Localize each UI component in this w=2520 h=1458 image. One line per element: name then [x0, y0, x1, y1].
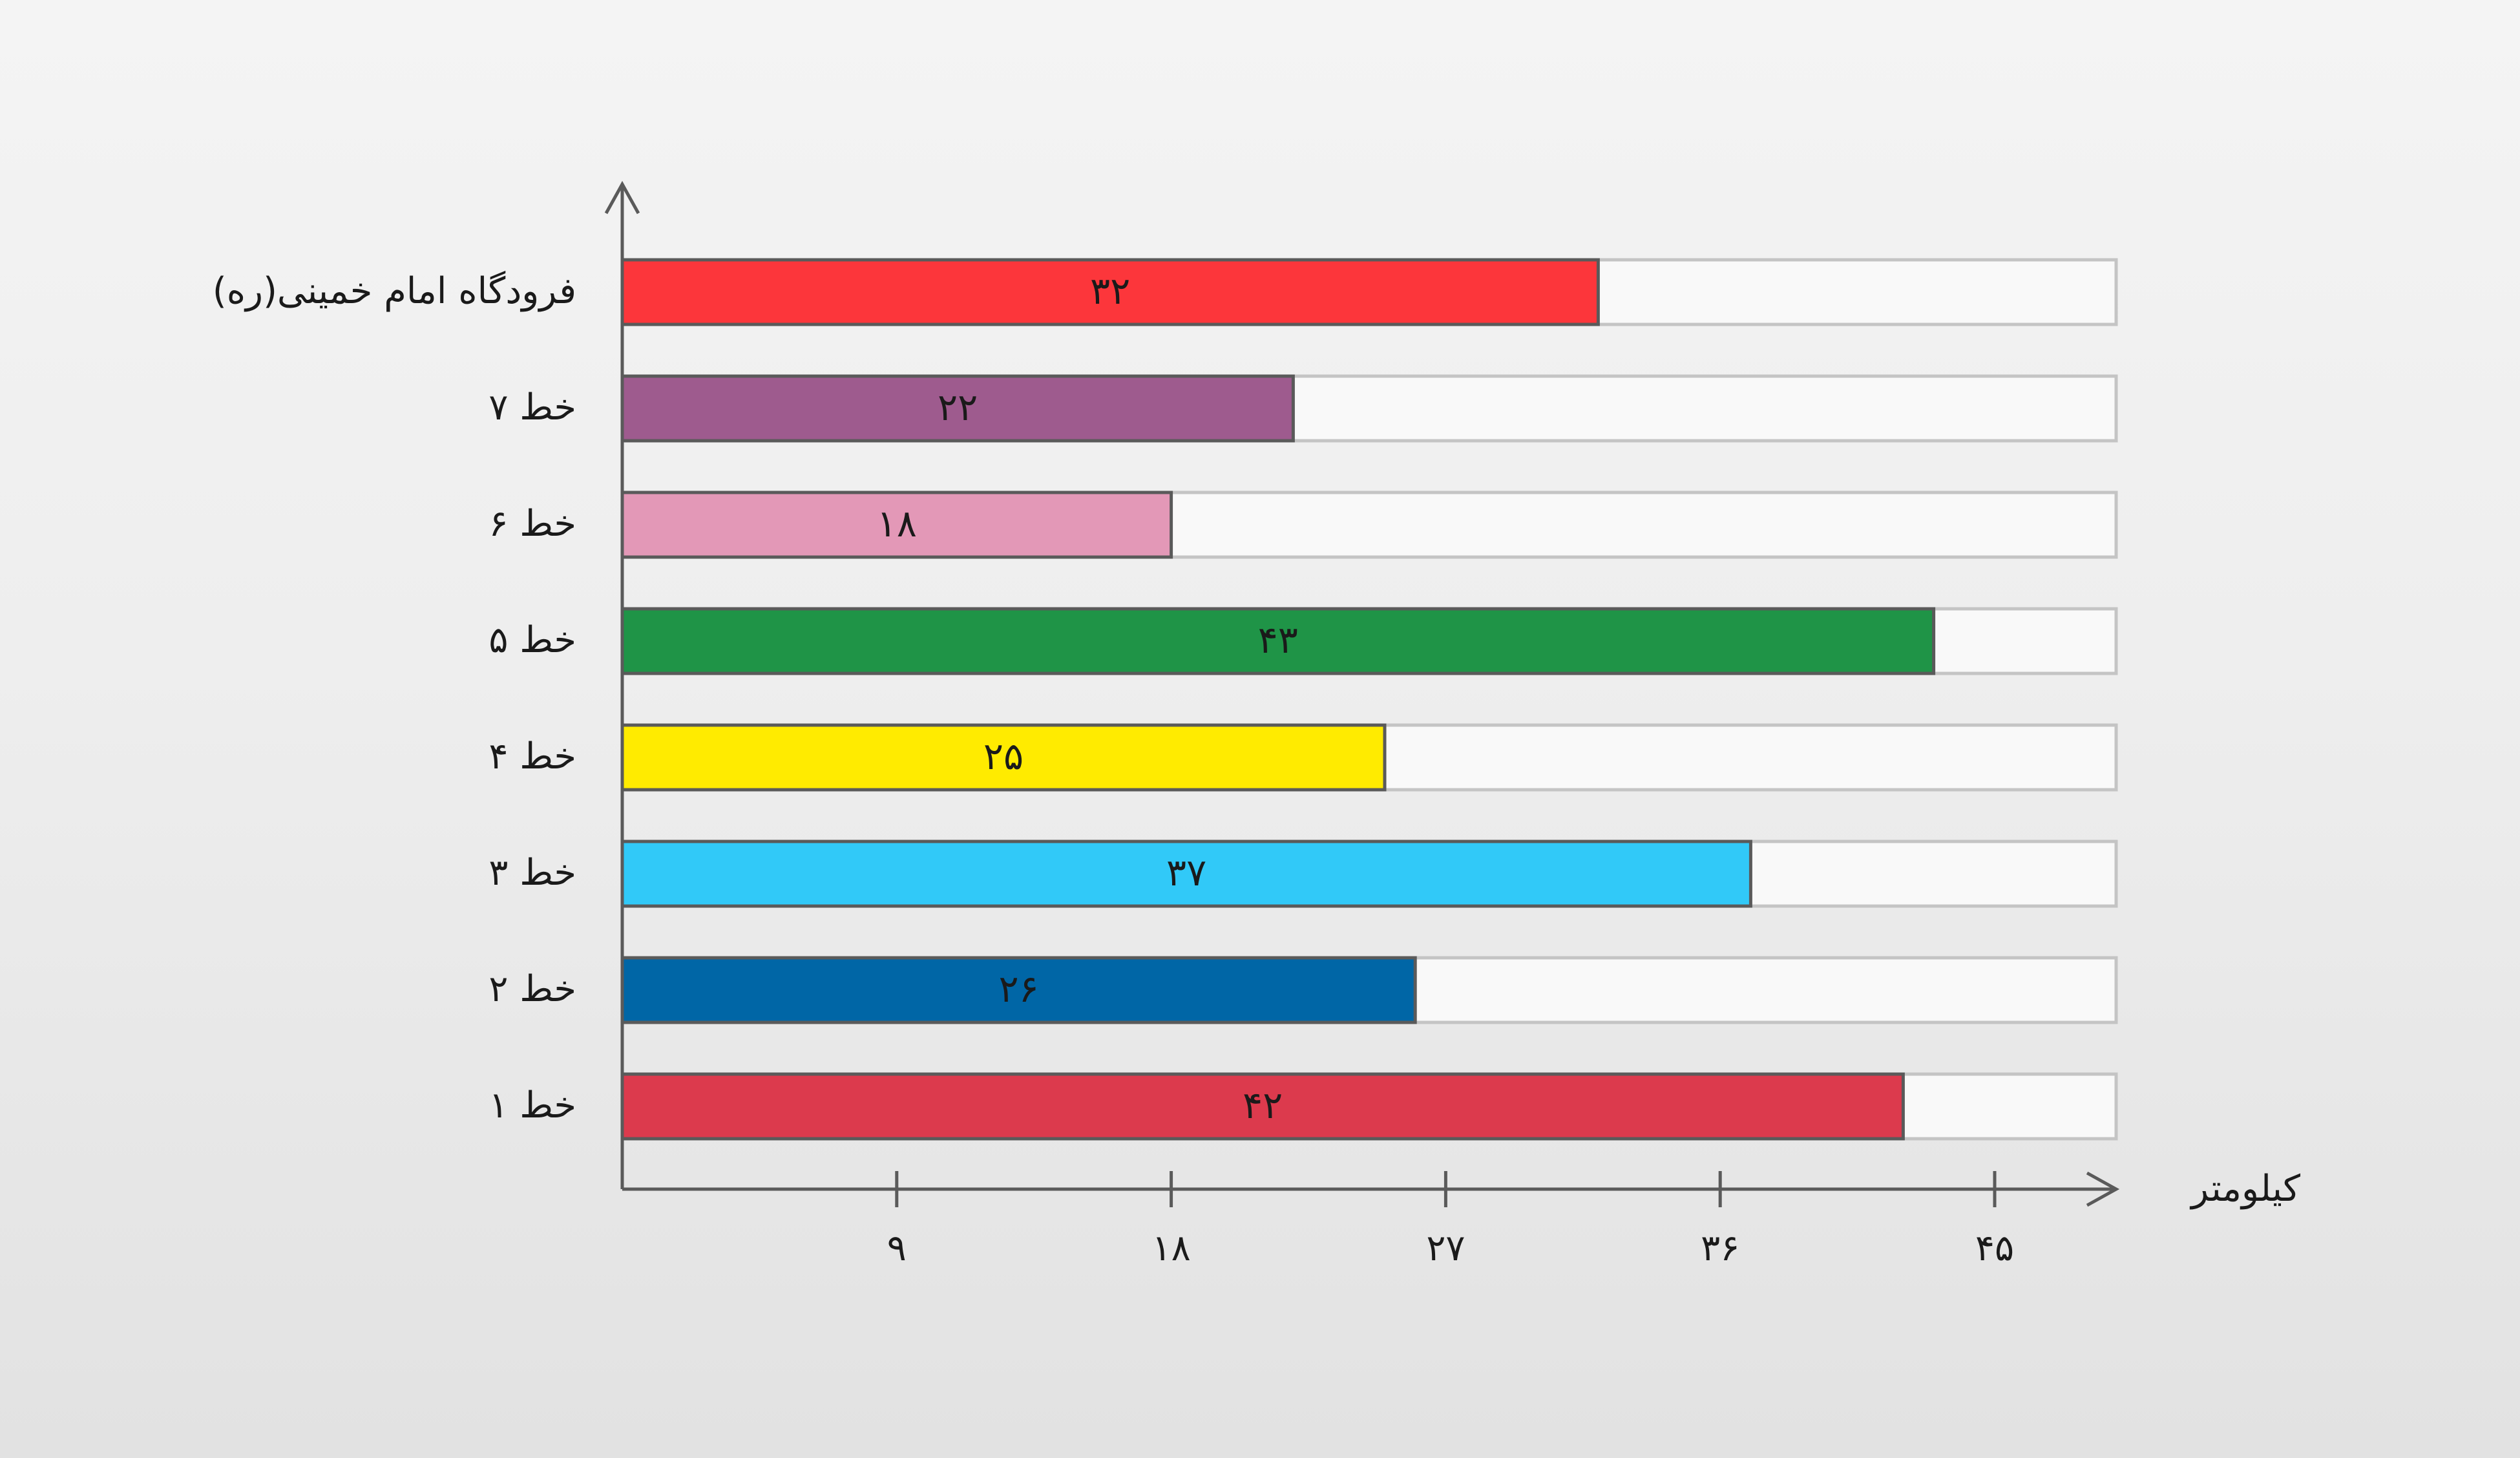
x-tick-label: ۱۸ — [1152, 1227, 1191, 1269]
bar — [620, 840, 1752, 908]
category-label: خط ۱ — [488, 1084, 576, 1126]
x-ticks: ۹ ۱۸ ۲۷ ۳۶ ۴۵ — [887, 1171, 2014, 1269]
y-axis-arrow — [604, 180, 640, 215]
bar-value-label: ۲۲ — [938, 385, 978, 429]
bar-value-label: ۲۵ — [983, 734, 1024, 778]
bar-value-label: ۳۲ — [1090, 269, 1130, 313]
category-label: خط ۳ — [488, 852, 576, 894]
x-axis-label: کیلومتر — [2189, 1168, 2300, 1210]
bar-value-label: ۴۳ — [1258, 618, 1298, 662]
category-labels: فرودگاه امام خمینی(ره) خط ۷ خط ۶ خط ۵ خط ۴ خط… — [213, 270, 576, 1126]
bar-value-label: ۲۶ — [998, 967, 1038, 1011]
category-label: خط ۷ — [488, 386, 576, 428]
category-label: فرودگاه امام خمینی(ره) — [213, 270, 576, 312]
x-tick-label: ۴۵ — [1975, 1227, 2014, 1269]
bar-value-label: ۱۸ — [877, 502, 917, 545]
bar — [620, 956, 1417, 1024]
x-tick-label: ۹ — [887, 1227, 907, 1269]
bar — [620, 607, 1936, 675]
x-tick-label: ۳۶ — [1701, 1227, 1739, 1269]
x-tick-label: ۲۷ — [1426, 1227, 1465, 1269]
category-label: خط ۴ — [488, 735, 576, 777]
category-label: خط ۵ — [488, 619, 576, 661]
bar-value-label: ۴۲ — [1243, 1083, 1283, 1127]
bar — [620, 491, 1173, 559]
category-label: خط ۶ — [488, 503, 576, 545]
bar-value-label: ۳۷ — [1166, 850, 1206, 894]
bar — [620, 723, 1387, 792]
x-axis-arrow — [2086, 1171, 2120, 1207]
category-label: خط ۲ — [488, 968, 576, 1010]
value-labels: ۳۲ ۲۲ ۱۸ ۴۳ ۲۵ ۳۷ ۲۶ ۴۲ — [877, 269, 1298, 1127]
axes — [604, 180, 2120, 1207]
